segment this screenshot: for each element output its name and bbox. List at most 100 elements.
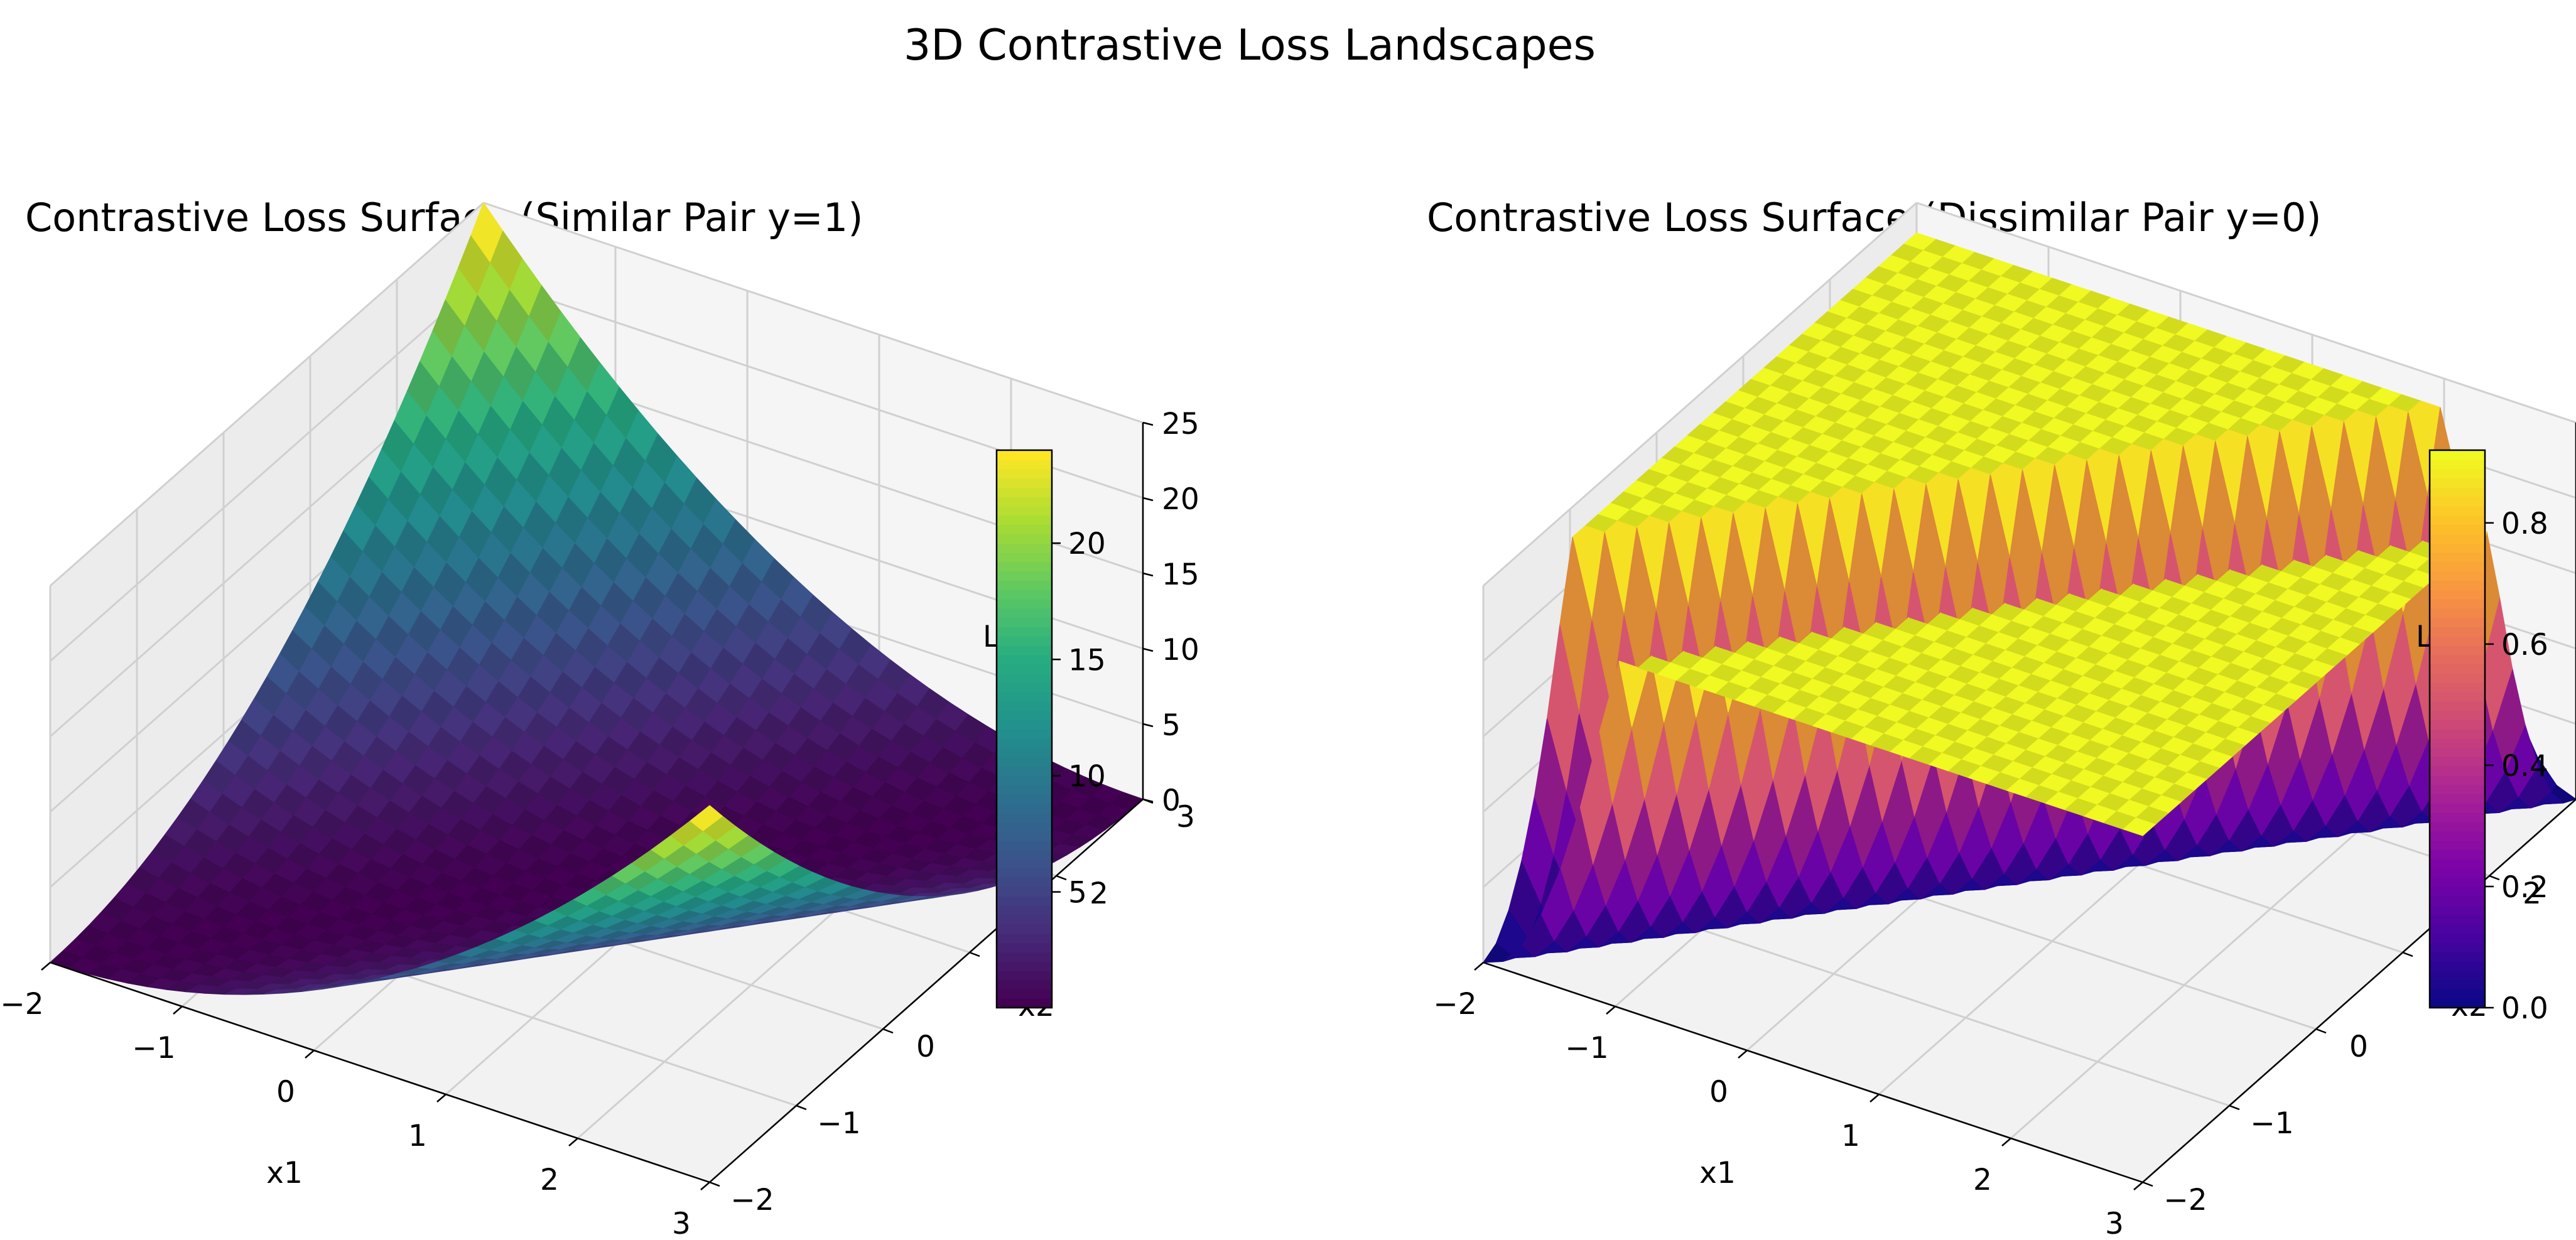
colorbar-tick-label: 0.0	[2501, 991, 2548, 1026]
colorbar-step	[2430, 822, 2485, 832]
colorbar-step	[2430, 701, 2485, 711]
x2-tick-label: 2	[1090, 876, 1108, 911]
colorbar-step	[2430, 505, 2485, 516]
colorbar-step	[2430, 654, 2485, 665]
x1-tick-label: 2	[1973, 1163, 1992, 1197]
colorbar-step	[997, 682, 1052, 693]
colorbar-step	[997, 905, 1052, 915]
colorbar-step	[997, 896, 1052, 906]
x1-axis-label: x1	[1699, 1156, 1736, 1190]
colorbar-step	[2430, 961, 2485, 971]
colorbar-step	[2430, 543, 2485, 553]
colorbar-step	[997, 784, 1052, 795]
x2-tick-mark	[969, 951, 980, 957]
x1-tick-label: 1	[408, 1119, 427, 1153]
colorbar-step	[2430, 952, 2485, 962]
colorbar-step	[2430, 497, 2485, 507]
colorbar-step	[997, 924, 1052, 934]
x1-axis-line	[1483, 961, 2143, 1183]
colorbar-step	[2430, 747, 2485, 758]
colorbar-step	[2430, 580, 2485, 590]
x1-tick-mark	[1870, 1094, 1880, 1103]
x2-tick-mark	[709, 1181, 720, 1187]
colorbar-step	[2430, 803, 2485, 813]
colorbar-step	[2430, 924, 2485, 934]
colorbar-step	[2430, 627, 2485, 637]
colorbar-step	[2430, 998, 2485, 1008]
colorbar-step	[997, 840, 1052, 851]
colorbar-step	[997, 459, 1052, 470]
colorbar-step	[2430, 710, 2485, 720]
x1-tick-mark	[436, 1094, 446, 1103]
x1-tick-label: 3	[2105, 1207, 2124, 1240]
colorbar-step	[2430, 608, 2485, 618]
colorbar-step	[997, 887, 1052, 897]
colorbar-step	[2430, 887, 2485, 897]
x2-tick-label: −2	[2163, 1183, 2207, 1217]
x2-tick-mark	[2229, 1104, 2240, 1111]
panel-title-similar: Contrastive Loss Surface (Similar Pair y…	[25, 195, 863, 240]
colorbar-step	[997, 478, 1052, 488]
colorbar-step	[2430, 682, 2485, 693]
x2-tick-mark	[796, 1104, 807, 1111]
x2-tick-label: −1	[817, 1106, 860, 1141]
x1-tick-label: 3	[672, 1207, 691, 1240]
colorbar-step	[997, 933, 1052, 944]
colorbar-step	[997, 942, 1052, 952]
colorbar-step	[997, 691, 1052, 702]
loss-tick-label: 20	[1162, 482, 1199, 517]
colorbar-step	[2430, 487, 2485, 497]
colorbar-step	[2430, 617, 2485, 627]
colorbar-step	[997, 534, 1052, 544]
colorbar-step	[2430, 915, 2485, 925]
colorbar-step	[2430, 784, 2485, 795]
surface	[49, 202, 1144, 995]
colorbar-step	[997, 598, 1052, 609]
colorbar-step	[997, 608, 1052, 618]
colorbar-tick-label: 0.6	[2501, 628, 2548, 662]
x1-tick-mark	[2133, 1182, 2143, 1190]
colorbar-tick-label: 0.8	[2501, 507, 2548, 541]
colorbar-step	[997, 571, 1052, 581]
colorbar: 0.0 0.2 0.4 0.6 0.8	[2428, 449, 2548, 1026]
colorbar-step	[997, 998, 1052, 1008]
colorbar-step	[2430, 766, 2485, 776]
colorbar-step	[997, 868, 1052, 878]
colorbar-step	[997, 961, 1052, 971]
colorbar-step	[997, 970, 1052, 981]
colorbar-step	[2430, 942, 2485, 952]
colorbar-step	[997, 794, 1052, 804]
x2-tick-label: −1	[2250, 1106, 2293, 1141]
colorbar-step	[997, 747, 1052, 758]
colorbar-step	[2430, 636, 2485, 646]
colorbar-step	[997, 757, 1052, 767]
loss-tick-label: 15	[1162, 558, 1199, 592]
colorbar-step	[2430, 877, 2485, 888]
x2-tick-label: −2	[730, 1183, 774, 1217]
colorbar-step	[2430, 868, 2485, 878]
loss-tick-label: 0	[1162, 784, 1181, 818]
colorbar-step	[2430, 691, 2485, 702]
x2-tick-label: 2	[2523, 876, 2541, 911]
colorbar-step	[997, 979, 1052, 990]
colorbar-step	[997, 989, 1052, 999]
x1-tick-label: −1	[132, 1031, 175, 1065]
colorbar-step	[2430, 794, 2485, 804]
colorbar-tick-label: 10	[1068, 759, 1106, 794]
colorbar-step	[2430, 812, 2485, 822]
x1-tick-label: 0	[1709, 1075, 1728, 1109]
x1-tick-mark	[700, 1182, 710, 1190]
loss-tick-mark	[1142, 723, 1154, 728]
panel-dissimilar-pair: Contrastive Loss Surface (Dissimilar Pai…	[1427, 195, 2576, 1240]
colorbar-step	[997, 627, 1052, 637]
colorbar-step	[997, 673, 1052, 683]
colorbar-step	[997, 803, 1052, 813]
colorbar-step	[997, 645, 1052, 655]
x1-axis: −2 −1 0 1 2 3 x1	[1433, 961, 2143, 1240]
x2-tick-mark	[2402, 951, 2413, 957]
colorbar-step	[997, 877, 1052, 888]
colorbar-tick-label: 0.4	[2501, 749, 2548, 784]
colorbar-step	[2430, 571, 2485, 581]
colorbar-step	[2430, 552, 2485, 563]
